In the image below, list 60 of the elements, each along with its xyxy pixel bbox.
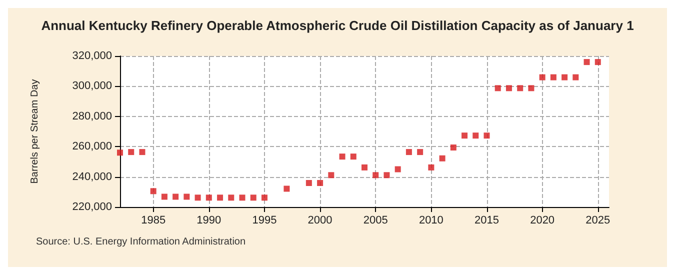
y-axis-title: Barrels per Stream Day	[30, 79, 40, 184]
point	[206, 194, 212, 201]
point	[194, 194, 201, 201]
point	[506, 85, 512, 92]
point	[317, 180, 324, 186]
point	[117, 150, 123, 156]
x-tick-label: 2015	[474, 214, 499, 226]
point	[284, 186, 290, 192]
point	[528, 85, 534, 92]
point	[306, 180, 312, 186]
point	[494, 85, 501, 92]
y-tick-label: 320,000	[72, 50, 112, 62]
point	[328, 172, 334, 178]
point	[517, 85, 524, 92]
point	[362, 164, 368, 170]
point	[250, 194, 256, 201]
point	[417, 149, 424, 156]
point	[584, 59, 590, 66]
point	[228, 194, 234, 201]
point	[594, 59, 601, 66]
point	[462, 132, 468, 139]
point	[261, 194, 268, 201]
x-tick-label: 2005	[363, 214, 388, 226]
point	[550, 74, 556, 80]
point	[450, 144, 456, 151]
point	[161, 194, 168, 200]
point	[384, 172, 390, 178]
point	[339, 154, 346, 160]
source-note: Source: U.S. Energy Information Administration	[36, 236, 246, 248]
y-tick-label: 300,000	[72, 80, 112, 92]
point	[572, 74, 579, 80]
x-tick-label: 2025	[586, 214, 610, 226]
point	[150, 188, 156, 194]
chart-title: Annual Kentucky Refinery Operable Atmospheric Crude Oil Distillation Capacity as of January 1	[41, 18, 634, 33]
point	[428, 164, 434, 170]
x-tick-label: 2020	[530, 214, 555, 226]
point	[439, 155, 446, 162]
point	[394, 166, 401, 172]
point	[372, 172, 379, 178]
y-tick-label: 280,000	[72, 110, 112, 122]
y-tick-label: 260,000	[72, 140, 112, 153]
point	[184, 194, 190, 200]
point	[128, 149, 134, 156]
x-tick-label: 2000	[308, 214, 332, 226]
point	[350, 154, 356, 160]
point	[239, 194, 246, 201]
y-tick-label: 220,000	[72, 201, 112, 213]
point	[472, 132, 479, 139]
x-tick-label: 2010	[418, 214, 444, 226]
point	[539, 74, 546, 80]
point	[139, 149, 146, 156]
point	[484, 132, 490, 139]
point	[406, 149, 412, 156]
x-tick-label: 1995	[252, 214, 277, 226]
x-tick-label: 1985	[141, 214, 166, 226]
point	[217, 194, 224, 201]
x-tick-label: 1990	[196, 214, 222, 226]
y-tick-label: 240,000	[72, 170, 112, 183]
point	[172, 194, 179, 200]
point	[562, 74, 568, 80]
